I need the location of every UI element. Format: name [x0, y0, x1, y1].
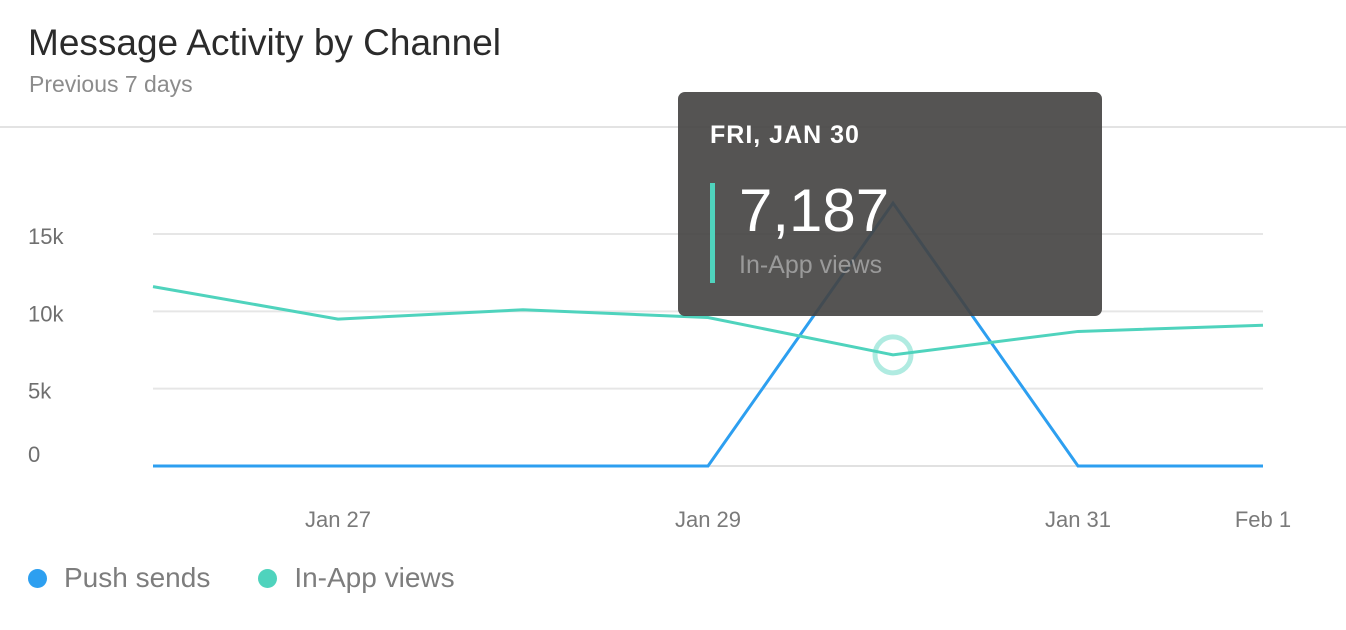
- tooltip-value: 7,187: [739, 177, 890, 244]
- data-point-push-sends-jan-27[interactable]: [336, 464, 340, 468]
- legend-item-in-app-views[interactable]: In-App views: [258, 562, 455, 594]
- data-point-in-app-views-jan-26[interactable]: [151, 285, 155, 289]
- data-point-in-app-views-jan-29[interactable]: [706, 316, 710, 320]
- data-point-push-sends-jan-29[interactable]: [706, 464, 710, 468]
- data-point-in-app-views-jan-31[interactable]: [1076, 329, 1080, 333]
- legend-swatch-push-sends: [28, 568, 47, 588]
- x-tick-label-jan-27: Jan 27: [305, 507, 371, 532]
- data-point-in-app-views-jan-30[interactable]: [891, 353, 895, 357]
- series-line-push-sends[interactable]: [153, 200, 1263, 468]
- highlighted-point-marker[interactable]: [872, 334, 914, 376]
- header-divider: [0, 126, 1346, 128]
- x-tick-label-jan-31: Jan 31: [1045, 507, 1111, 532]
- x-tick-label-feb-1: Feb 1: [1235, 507, 1291, 532]
- data-point-in-app-views-jan-28[interactable]: [521, 308, 525, 312]
- legend-label-in-app-views: In-App views: [294, 562, 455, 593]
- y-tick-label-0: 0: [28, 442, 40, 467]
- tooltip-accent-bar: [710, 183, 715, 283]
- tooltip-date: FRI, JAN 30: [710, 121, 860, 149]
- chart-legend: Push sends In-App views: [28, 562, 503, 594]
- legend-label-push-sends: Push sends: [64, 562, 211, 593]
- data-point-push-sends-jan-26[interactable]: [151, 464, 155, 468]
- y-tick-label-5k: 5k: [28, 379, 52, 404]
- chart-subtitle: Previous 7 days: [29, 71, 193, 97]
- data-point-push-sends-jan-31[interactable]: [1076, 464, 1080, 468]
- legend-swatch-in-app-views: [258, 568, 278, 588]
- series-line-in-app-views[interactable]: [152, 285, 1264, 357]
- data-point-in-app-views-feb-1[interactable]: [1261, 323, 1265, 327]
- data-point-in-app-views-jan-27[interactable]: [336, 317, 340, 321]
- data-tooltip: FRI, JAN 30 7,187 In-App views: [678, 92, 1102, 316]
- data-point-push-sends-feb-1[interactable]: [1261, 464, 1265, 468]
- y-tick-label-15k: 15k: [28, 224, 64, 249]
- legend-item-push-sends[interactable]: Push sends: [28, 562, 210, 594]
- data-point-push-sends-jan-28[interactable]: [521, 464, 525, 468]
- chart-title: Message Activity by Channel: [28, 22, 502, 63]
- x-tick-label-jan-29: Jan 29: [675, 507, 741, 532]
- y-tick-label-10k: 10k: [28, 301, 64, 326]
- tooltip-series-label: In-App views: [739, 251, 883, 279]
